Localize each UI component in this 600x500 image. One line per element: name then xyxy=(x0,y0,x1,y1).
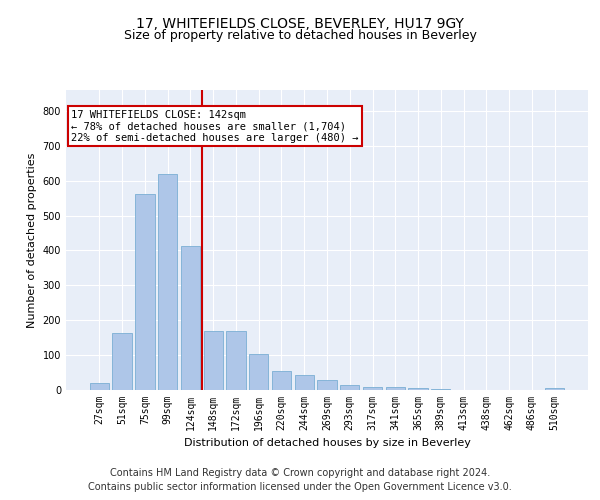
Bar xyxy=(272,371,291,390)
Text: 17, WHITEFIELDS CLOSE, BEVERLEY, HU17 9GY: 17, WHITEFIELDS CLOSE, BEVERLEY, HU17 9G… xyxy=(136,18,464,32)
Bar xyxy=(340,385,359,390)
Bar xyxy=(112,334,132,390)
Text: Contains HM Land Registry data © Crown copyright and database right 2024.
Contai: Contains HM Land Registry data © Crown c… xyxy=(88,468,512,492)
Y-axis label: Number of detached properties: Number of detached properties xyxy=(27,152,37,328)
Bar xyxy=(295,375,314,390)
Bar xyxy=(363,386,382,390)
Text: Size of property relative to detached houses in Beverley: Size of property relative to detached ho… xyxy=(124,29,476,42)
Bar xyxy=(249,354,268,390)
Bar xyxy=(203,330,223,390)
Bar xyxy=(226,330,245,390)
Bar xyxy=(158,174,178,390)
Text: 17 WHITEFIELDS CLOSE: 142sqm
← 78% of detached houses are smaller (1,704)
22% of: 17 WHITEFIELDS CLOSE: 142sqm ← 78% of de… xyxy=(71,110,359,142)
X-axis label: Distribution of detached houses by size in Beverley: Distribution of detached houses by size … xyxy=(184,438,470,448)
Bar xyxy=(386,387,405,390)
Bar xyxy=(135,194,155,390)
Bar xyxy=(409,388,428,390)
Bar xyxy=(431,389,451,390)
Bar xyxy=(545,388,564,390)
Bar xyxy=(181,246,200,390)
Bar xyxy=(317,380,337,390)
Bar xyxy=(90,383,109,390)
